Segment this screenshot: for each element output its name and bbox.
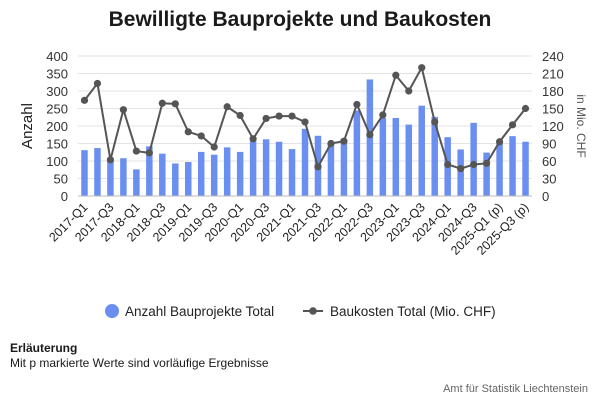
line-point (392, 71, 400, 79)
line-point (132, 147, 140, 155)
line-point (379, 111, 387, 119)
bar (120, 158, 127, 196)
line-point (275, 112, 283, 120)
bar (107, 158, 114, 196)
line-point (495, 138, 504, 146)
y2-tick-label: 150 (542, 102, 564, 117)
bar (418, 105, 425, 196)
bar (172, 163, 179, 196)
line-point (301, 118, 309, 126)
y2-tick-label: 240 (542, 49, 564, 64)
line-point (119, 106, 127, 114)
bar (496, 141, 503, 196)
line-point (197, 132, 205, 140)
line-point (93, 79, 102, 88)
note-title: Erläuterung (10, 341, 78, 355)
note-text: Mit p markierte Werte sind vorläufige Er… (10, 356, 269, 370)
line-point (366, 131, 374, 139)
line-point (483, 159, 491, 167)
line-point (106, 156, 115, 164)
bar (353, 110, 361, 196)
y2-tick-label: 210 (542, 67, 564, 82)
line-point (470, 160, 478, 169)
y-axis-title: Anzahl (19, 103, 36, 149)
bar (470, 122, 477, 196)
line-point (80, 96, 89, 104)
line-point (145, 149, 153, 157)
y-tick-label: 150 (46, 137, 68, 152)
y2-tick-label: 180 (542, 84, 564, 99)
bar (457, 149, 464, 196)
bar (301, 128, 309, 196)
y2-tick-label: 0 (542, 189, 549, 204)
bar (197, 151, 205, 196)
legend-label-line: Baukosten Total (Mio. CHF) (330, 304, 496, 319)
legend-marker-line-dot (309, 307, 317, 315)
bar (81, 150, 88, 196)
line-point (431, 118, 439, 126)
line-point (457, 164, 465, 173)
bar (159, 153, 166, 196)
line-point (508, 121, 517, 129)
bar (236, 151, 244, 196)
bar (185, 162, 192, 196)
bar (146, 146, 153, 196)
bar (431, 116, 438, 196)
y2-tick-label: 90 (542, 137, 556, 152)
y-tick-label: 50 (54, 172, 68, 187)
bar (133, 169, 140, 196)
y-tick-label: 0 (61, 189, 68, 204)
line-point (327, 139, 335, 148)
bar (327, 142, 335, 196)
line-point (210, 143, 218, 151)
y2-tick-label: 60 (542, 154, 556, 169)
line-series (80, 64, 530, 173)
bar (392, 117, 400, 196)
bar (483, 152, 490, 196)
line-point (288, 112, 296, 120)
bar (379, 117, 387, 196)
bar (249, 141, 257, 196)
bar (275, 141, 283, 196)
y2-axis-title: in Mio. CHF (574, 94, 588, 157)
bar (223, 147, 231, 196)
line-point (444, 160, 452, 169)
y-tick-label: 200 (46, 119, 68, 134)
chart-title: Bewilligte Bauprojekte und Baukosten (108, 8, 492, 31)
y-tick-label: 350 (46, 67, 68, 82)
line-point (262, 114, 270, 123)
line-point (418, 64, 426, 72)
bar (210, 154, 218, 196)
legend: Anzahl Bauprojekte Total Baukosten Total … (105, 304, 496, 319)
line-point (158, 99, 166, 107)
bar (262, 139, 270, 196)
bar (94, 148, 101, 196)
y-tick-label: 400 (46, 49, 68, 64)
y-tick-label: 300 (46, 84, 68, 99)
bar (340, 138, 348, 196)
y2-tick-label: 120 (542, 119, 564, 134)
legend-marker-bars (105, 304, 119, 318)
y-tick-label: 100 (46, 154, 68, 169)
y2-tick-label: 30 (542, 172, 556, 187)
line-point (184, 128, 192, 136)
legend-label-bars: Anzahl Bauprojekte Total (125, 304, 274, 319)
line-point (353, 100, 361, 109)
line-point (405, 87, 413, 95)
line-point (314, 163, 322, 171)
line-point (223, 103, 231, 111)
bar (522, 141, 529, 196)
bar (405, 124, 413, 196)
bar (288, 149, 296, 196)
line-point (171, 100, 179, 108)
line-point (236, 111, 244, 120)
line-point (521, 104, 530, 113)
bar (509, 136, 516, 196)
line-point (249, 135, 257, 143)
y-tick-label: 250 (46, 102, 68, 117)
bars-series (81, 79, 529, 196)
line-point (340, 137, 348, 145)
source-credit: Amt für Statistik Liechtenstein (443, 383, 588, 395)
